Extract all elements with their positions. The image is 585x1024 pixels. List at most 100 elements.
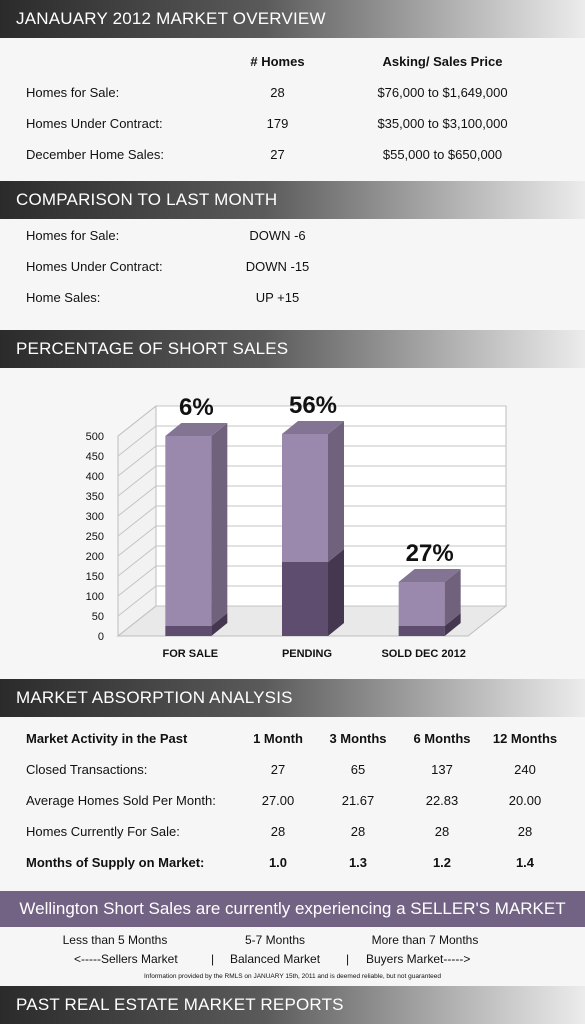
gridline — [117, 465, 506, 497]
col-homes-header: # Homes — [250, 54, 305, 69]
absorption-cell: 137 — [431, 762, 453, 777]
absorption-cell: 28 — [270, 824, 286, 839]
bar-side — [211, 423, 228, 626]
absorption-cell: 1.4 — [515, 855, 535, 870]
bar-stack — [398, 569, 461, 636]
gridline — [117, 445, 506, 477]
x-category-label: FOR SALE — [163, 648, 219, 660]
comparison-header: COMPARISON TO LAST MONTH — [0, 181, 585, 219]
col-price-header: Asking/ Sales Price — [382, 54, 503, 69]
x-category-label: SOLD DEC 2012 — [381, 648, 465, 660]
past-reports-header[interactable]: PAST REAL ESTATE MARKET REPORTS — [0, 986, 585, 1024]
bar-side — [444, 613, 461, 636]
bar-stack — [282, 421, 344, 636]
overview-row-homes: 28 — [270, 85, 285, 100]
comparison-row-value: UP +15 — [255, 290, 300, 305]
overview-row-homes: 179 — [266, 116, 289, 131]
overview-header: JANAUARY 2012 MARKET OVERVIEW — [0, 0, 585, 38]
absorption-cell: 240 — [514, 762, 536, 777]
bar-front — [398, 626, 445, 636]
data-label: 27% — [406, 540, 454, 567]
gridline — [117, 565, 506, 597]
overview-row-price: $76,000 to $1,649,000 — [377, 85, 508, 100]
overview-row-price: $55,000 to $650,000 — [382, 147, 503, 162]
absorption-cell: 21.67 — [341, 793, 375, 808]
y-tick-label: 400 — [86, 471, 104, 483]
bar-stack — [165, 423, 228, 636]
absorption-row-label: Homes Currently For Sale: — [26, 824, 180, 839]
short-sales-header: PERCENTAGE OF SHORT SALES — [0, 330, 585, 368]
absorption-row-label: Closed Transactions: — [26, 762, 148, 777]
gridline — [117, 605, 506, 637]
comparison-row-label: Homes Under Contract: — [26, 259, 163, 274]
absorption-cell: 1.0 — [268, 855, 288, 870]
overview-row-label: Homes for Sale: — [26, 85, 120, 100]
legend-range: Less than 5 Months — [62, 933, 168, 947]
legend-range: 5-7 Months — [244, 933, 306, 947]
absorption-header-label: Market Activity in the Past — [26, 731, 188, 746]
legend-sellers: <-----Sellers Market — [74, 952, 178, 966]
data-label: 56% — [289, 392, 337, 419]
absorption-cell: 28 — [434, 824, 450, 839]
legend-range: More than 7 Months — [371, 933, 479, 947]
legend-separator: | — [211, 952, 215, 966]
gridline — [117, 505, 506, 537]
absorption-header-col: 12 Months — [492, 731, 558, 746]
comparison-row-value: DOWN -15 — [245, 259, 310, 274]
gridline — [117, 585, 506, 617]
comparison-row-label: Homes for Sale: — [26, 228, 120, 243]
bar-side — [328, 421, 344, 562]
absorption-cell: 20.00 — [508, 793, 542, 808]
bar-top — [282, 421, 344, 434]
absorption-cell: 27 — [270, 762, 286, 777]
y-tick-label: 50 — [92, 611, 104, 623]
overview-row-label: December Home Sales: — [26, 147, 164, 162]
bar-top — [165, 423, 228, 436]
legend-buyers: Buyers Market-----> — [366, 952, 471, 966]
absorption-header: MARKET ABSORPTION ANALYSIS — [0, 679, 585, 717]
absorption-cell: 27.00 — [261, 793, 295, 808]
bar-side — [444, 569, 461, 626]
absorption-header-col: 6 Months — [413, 731, 471, 746]
bar-front — [165, 626, 212, 636]
absorption-row-label: Average Homes Sold Per Month: — [26, 793, 216, 808]
y-tick-label: 350 — [86, 491, 104, 503]
absorption-cell: 1.2 — [432, 855, 452, 870]
legend-balanced: Balanced Market — [230, 952, 321, 966]
bar-front — [398, 582, 445, 626]
absorption-header-col: 3 Months — [329, 731, 387, 746]
gridline — [117, 485, 506, 517]
y-tick-label: 0 — [98, 631, 104, 643]
data-label: 6% — [179, 394, 214, 421]
absorption-cell: 65 — [350, 762, 366, 777]
bar-top — [398, 569, 461, 582]
short-sales-chart: 0 50 100 150 200 250 300 350 400 450 500 FOR SALE P… — [86, 392, 508, 660]
overview-row-label: Homes Under Contract: — [26, 116, 163, 131]
comparison-row-label: Home Sales: — [26, 290, 101, 305]
overview-row-price: $35,000 to $3,100,000 — [377, 116, 508, 131]
absorption-cell: 28 — [517, 824, 533, 839]
gridline — [117, 425, 506, 457]
bar-front — [282, 434, 328, 562]
y-tick-label: 500 — [86, 431, 104, 443]
absorption-cell: 22.83 — [425, 793, 459, 808]
market-status-banner: Wellington Short Sales are currently exp… — [0, 891, 585, 927]
y-tick-label: 100 — [86, 591, 104, 603]
bar-side — [211, 613, 228, 636]
y-tick-label: 450 — [86, 451, 104, 463]
bar-front — [282, 562, 328, 636]
bar-front — [165, 436, 212, 626]
absorption-header-col: 1 Month — [253, 731, 303, 746]
absorption-row-label: Months of Supply on Market: — [26, 855, 205, 870]
bar-side — [328, 549, 344, 636]
gridline — [117, 525, 506, 557]
comparison-row-value: DOWN -6 — [249, 228, 306, 243]
absorption-cell: 1.3 — [348, 855, 368, 870]
y-tick-label: 250 — [86, 531, 104, 543]
y-tick-label: 200 — [86, 551, 104, 563]
y-tick-label: 300 — [86, 511, 104, 523]
overview-row-homes: 27 — [270, 147, 285, 162]
gridline — [117, 405, 506, 437]
gridline — [117, 545, 506, 577]
absorption-cell: 28 — [350, 824, 366, 839]
